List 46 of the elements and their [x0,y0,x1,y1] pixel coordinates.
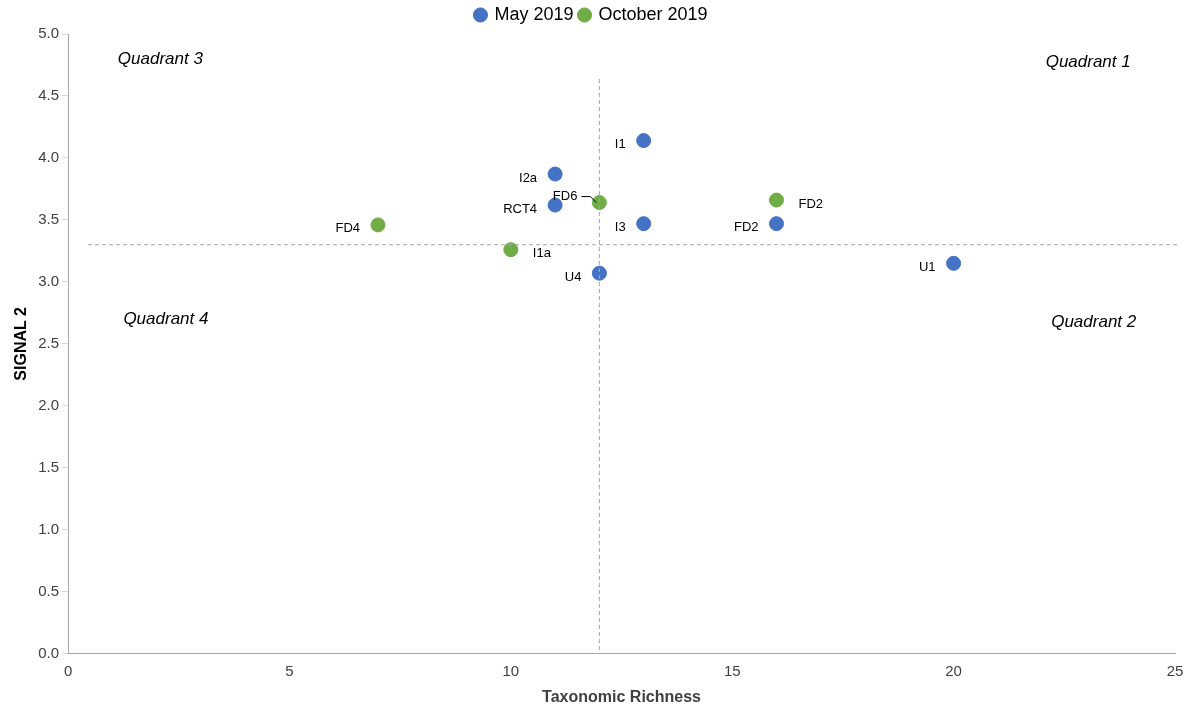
point [591,195,607,211]
data-label: I3 [614,219,626,235]
x-tick-label: 5 [285,661,294,679]
data-label: RCT4 [503,200,538,216]
point [591,265,607,281]
x-tick-label: 0 [63,661,73,679]
y-tick-label: 1.0 [38,519,60,537]
y-tick-label: 3.0 [38,272,60,290]
y-tick-label: 4.0 [38,148,60,166]
data-label: FD2 [798,195,824,211]
data-label: FD4 [335,220,360,236]
point [769,192,784,208]
x-tick-label: 10 [502,661,520,679]
data-label: FD6 [552,188,578,204]
y-tick-label: 2.5 [38,334,60,352]
x-tick-label: 15 [723,661,741,679]
data-label: I2a [519,169,538,185]
y-tick-label: 5.0 [38,24,60,42]
legend-label: October 2019 [598,3,708,24]
point [503,242,519,258]
y-tick-label: 3.5 [38,210,60,228]
x-axis-title: Taxonomic Richness [542,687,702,705]
point [636,216,652,232]
data-label: FD2 [733,219,759,235]
annotation: Quadrant 3 [117,48,204,68]
legend-label: May 2019 [494,3,574,24]
y-tick-label: 0.0 [38,643,60,661]
point [370,217,386,233]
data-label: I1 [614,136,626,152]
x-tick-label: 25 [1166,661,1184,679]
data-label: U4 [564,268,582,284]
point [547,166,563,182]
annotation: Quadrant 4 [123,308,209,328]
point [946,255,962,271]
y-tick-label: 0.5 [38,581,60,599]
y-tick-label: 4.5 [38,86,60,104]
data-label: I1a [532,245,552,261]
x-tick-label: 20 [945,661,962,679]
point [769,216,784,232]
y-tick-label: 2.0 [38,396,60,414]
y-tick-label: 1.5 [38,458,60,475]
annotation: Quadrant 2 [1051,311,1137,331]
point [636,133,652,149]
y-axis-title: SIGNAL 2 [12,307,30,381]
annotation: Quadrant 1 [1045,51,1131,71]
data-label: U1 [918,258,936,274]
